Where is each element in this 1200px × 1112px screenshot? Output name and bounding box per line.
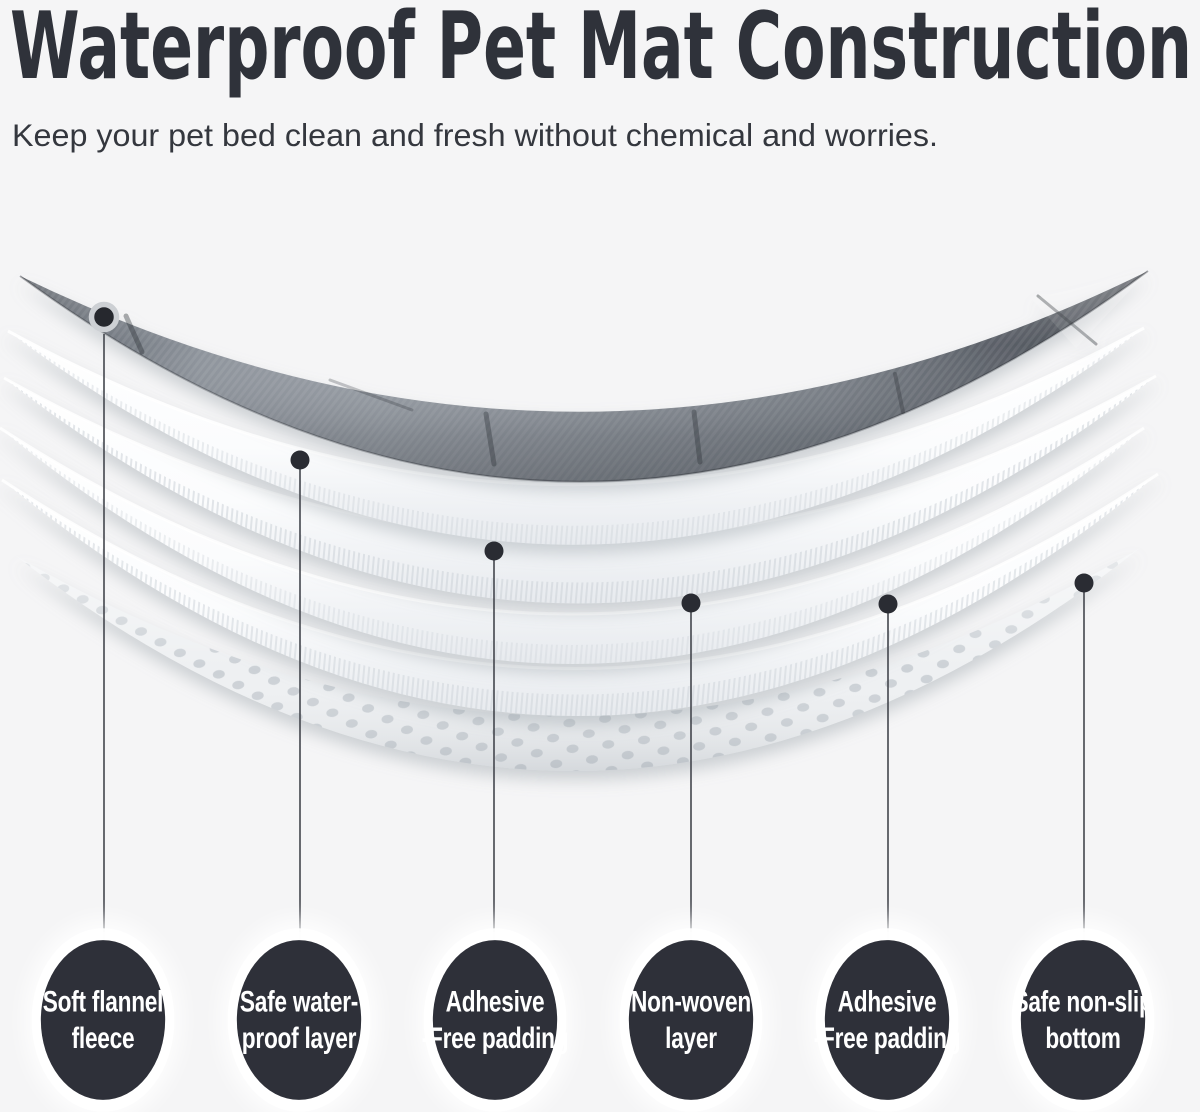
layer-non-slip-bottom-graphic: [16, 548, 1140, 772]
callout-dot: [1074, 573, 1094, 593]
callout-circle-non-slip-bottom: Safe non-slip bottom: [1013, 940, 1153, 1100]
callout-label-line: -Free padding: [813, 1022, 961, 1055]
layer-non-woven-graphic: [0, 426, 1145, 664]
layer-waterproof-graphic: [7, 326, 1145, 545]
callout-dot: [681, 593, 701, 613]
callout-circle-non-woven-layer: Non-woven layer: [628, 940, 754, 1100]
fleece-fold-flap: [1032, 271, 1148, 348]
callout-circle-adhesive-free-padding-1: Adhesive -Free padding: [422, 940, 569, 1100]
callout-circle-waterproof-layer: Safe water- proof layer: [236, 940, 362, 1100]
callout-label-line: layer: [665, 1022, 717, 1055]
callout-dot: [878, 594, 898, 614]
callout-circle-soft-flannel-fleece: Soft flannel fleece: [40, 940, 166, 1100]
layer-flannel-fleece-graphic: [19, 270, 1149, 483]
callout-label-line: bottom: [1045, 1022, 1121, 1055]
callout-label-line: Adhesive: [837, 985, 937, 1018]
callout-dot: [484, 541, 504, 561]
callout-dot: [290, 450, 310, 470]
callout-label-line: Safe non-slip: [1013, 985, 1153, 1018]
callout-dots: [88, 301, 1094, 614]
callout-circle-adhesive-free-padding-2: Adhesive -Free padding: [814, 940, 961, 1100]
callout-label-line: fleece: [71, 1022, 135, 1055]
callout-label-line: -Free padding: [421, 1022, 569, 1055]
callout-ring-dot: [88, 301, 120, 333]
callout-label-line: proof layer: [241, 1022, 357, 1055]
page-subtitle: Keep your pet bed clean and fresh withou…: [12, 117, 938, 153]
callout-label-line: Safe water-: [239, 985, 359, 1018]
callout-label-line: Non-woven: [631, 985, 751, 1018]
callout-label-line: Soft flannel: [42, 985, 164, 1018]
page-title: Waterproof Pet Mat Construction: [10, 0, 1192, 100]
callout-label-line: Adhesive: [445, 985, 545, 1018]
layer-adhesive-free-padding-lower-graphic: [1, 472, 1159, 717]
